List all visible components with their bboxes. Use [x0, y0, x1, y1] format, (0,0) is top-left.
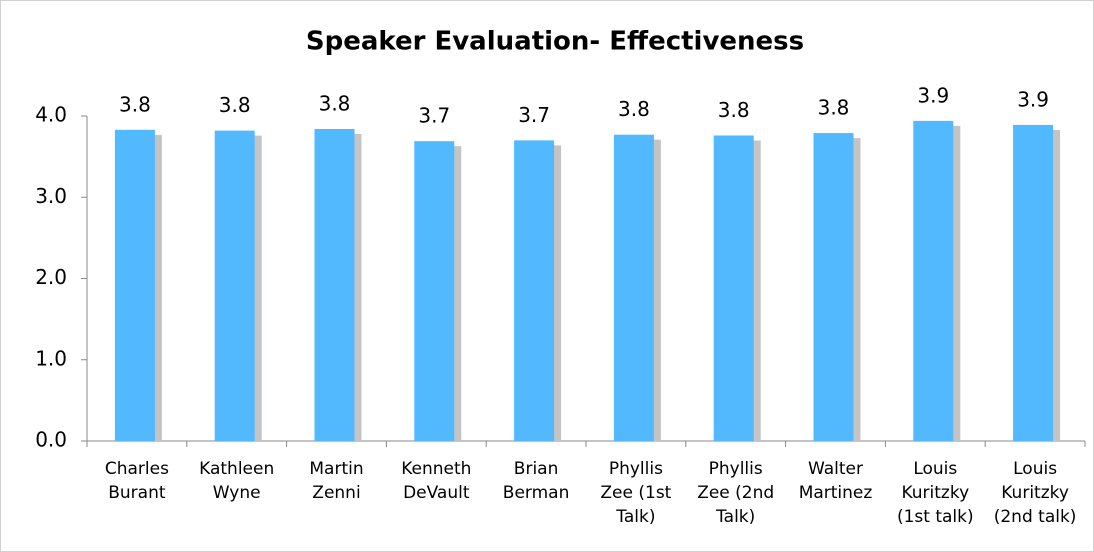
- x-tick-label: Brian Berman: [502, 459, 570, 503]
- bar: [713, 135, 754, 441]
- x-tick-label: Kenneth DeVault: [401, 459, 472, 503]
- value-label: 3.7: [418, 104, 450, 128]
- value-label: 3.8: [319, 92, 351, 116]
- value-label: 3.8: [119, 92, 151, 116]
- x-tick-label: Martin Zenni: [309, 459, 364, 503]
- value-label: 3.9: [917, 83, 949, 107]
- value-label: 3.8: [618, 97, 650, 121]
- y-tick-label: 0.0: [35, 428, 67, 452]
- bar: [1013, 124, 1054, 441]
- value-label: 3.8: [818, 96, 850, 120]
- bar: [314, 129, 355, 441]
- bar: [514, 140, 555, 441]
- bar: [913, 120, 954, 441]
- chart-title: Speaker Evaluation- Effectiveness: [306, 27, 804, 57]
- x-tick-label: Charles Burant: [104, 459, 169, 503]
- value-label: 3.8: [718, 98, 750, 122]
- y-tick-label: 4.0: [35, 103, 67, 127]
- value-label: 3.9: [1017, 87, 1049, 111]
- bar: [214, 130, 255, 441]
- x-tick-label: Walter Martinez: [798, 459, 873, 503]
- x-tick-label: Louis Kuritzky (1st talk): [896, 459, 974, 527]
- bar: [813, 133, 854, 441]
- y-tick-label: 2.0: [35, 265, 67, 289]
- x-tick-label: Phyllis Zee (1st Talk): [600, 459, 672, 527]
- bar: [613, 134, 654, 441]
- bar: [114, 129, 155, 441]
- value-label: 3.7: [518, 103, 550, 127]
- value-label: 3.8: [219, 93, 251, 117]
- y-tick-label: 3.0: [35, 184, 67, 208]
- bar: [414, 141, 455, 441]
- y-tick-label: 1.0: [35, 346, 67, 370]
- x-tick-label: Louis Kuritzky (2nd talk): [993, 459, 1077, 527]
- x-tick-label: Kathleen Wyne: [199, 459, 275, 503]
- x-tick-label: Phyllis Zee (2nd Talk): [697, 459, 775, 527]
